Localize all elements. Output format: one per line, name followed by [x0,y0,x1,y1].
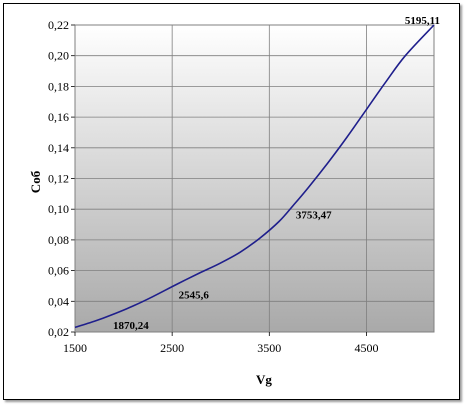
x-tick-labels: 1500 2500 3500 4500 [63,341,378,355]
point-data-label: 1870,24 [113,320,149,332]
point-data-label: 3753,47 [296,210,332,222]
y-tick-label: 0,06 [48,264,69,278]
grid-layer [71,24,434,336]
y-tick-label: 0,04 [48,294,69,308]
y-tick-label: 0,18 [48,79,69,93]
y-tick-label: 0,22 [48,18,69,32]
y-tick-label: 0,08 [48,233,69,247]
point-labels: 1870,24 2545,6 3753,47 5195,11 [113,15,440,332]
x-tick-label: 4500 [354,341,378,355]
x-axis-title: Vg [256,372,272,387]
y-axis-title: Cоб [28,170,43,193]
y-tick-labels: 0,02 0,04 0,06 0,08 0,10 0,12 0,14 0,16 0,18 0,20… [48,18,69,339]
y-tick-label: 0,10 [48,202,69,216]
y-tick-label: 0,12 [48,172,69,186]
y-tick-label: 0,02 [48,325,69,339]
point-data-label: 5195,11 [405,15,440,27]
y-tick-label: 0,20 [48,49,69,63]
x-tick-label: 1500 [63,341,87,355]
x-tick-label: 3500 [257,341,281,355]
y-tick-label: 0,14 [48,141,69,155]
point-data-label: 2545,6 [179,289,210,301]
y-tick-label: 0,16 [48,110,69,124]
x-tick-label: 2500 [160,341,184,355]
series-line [74,24,435,329]
